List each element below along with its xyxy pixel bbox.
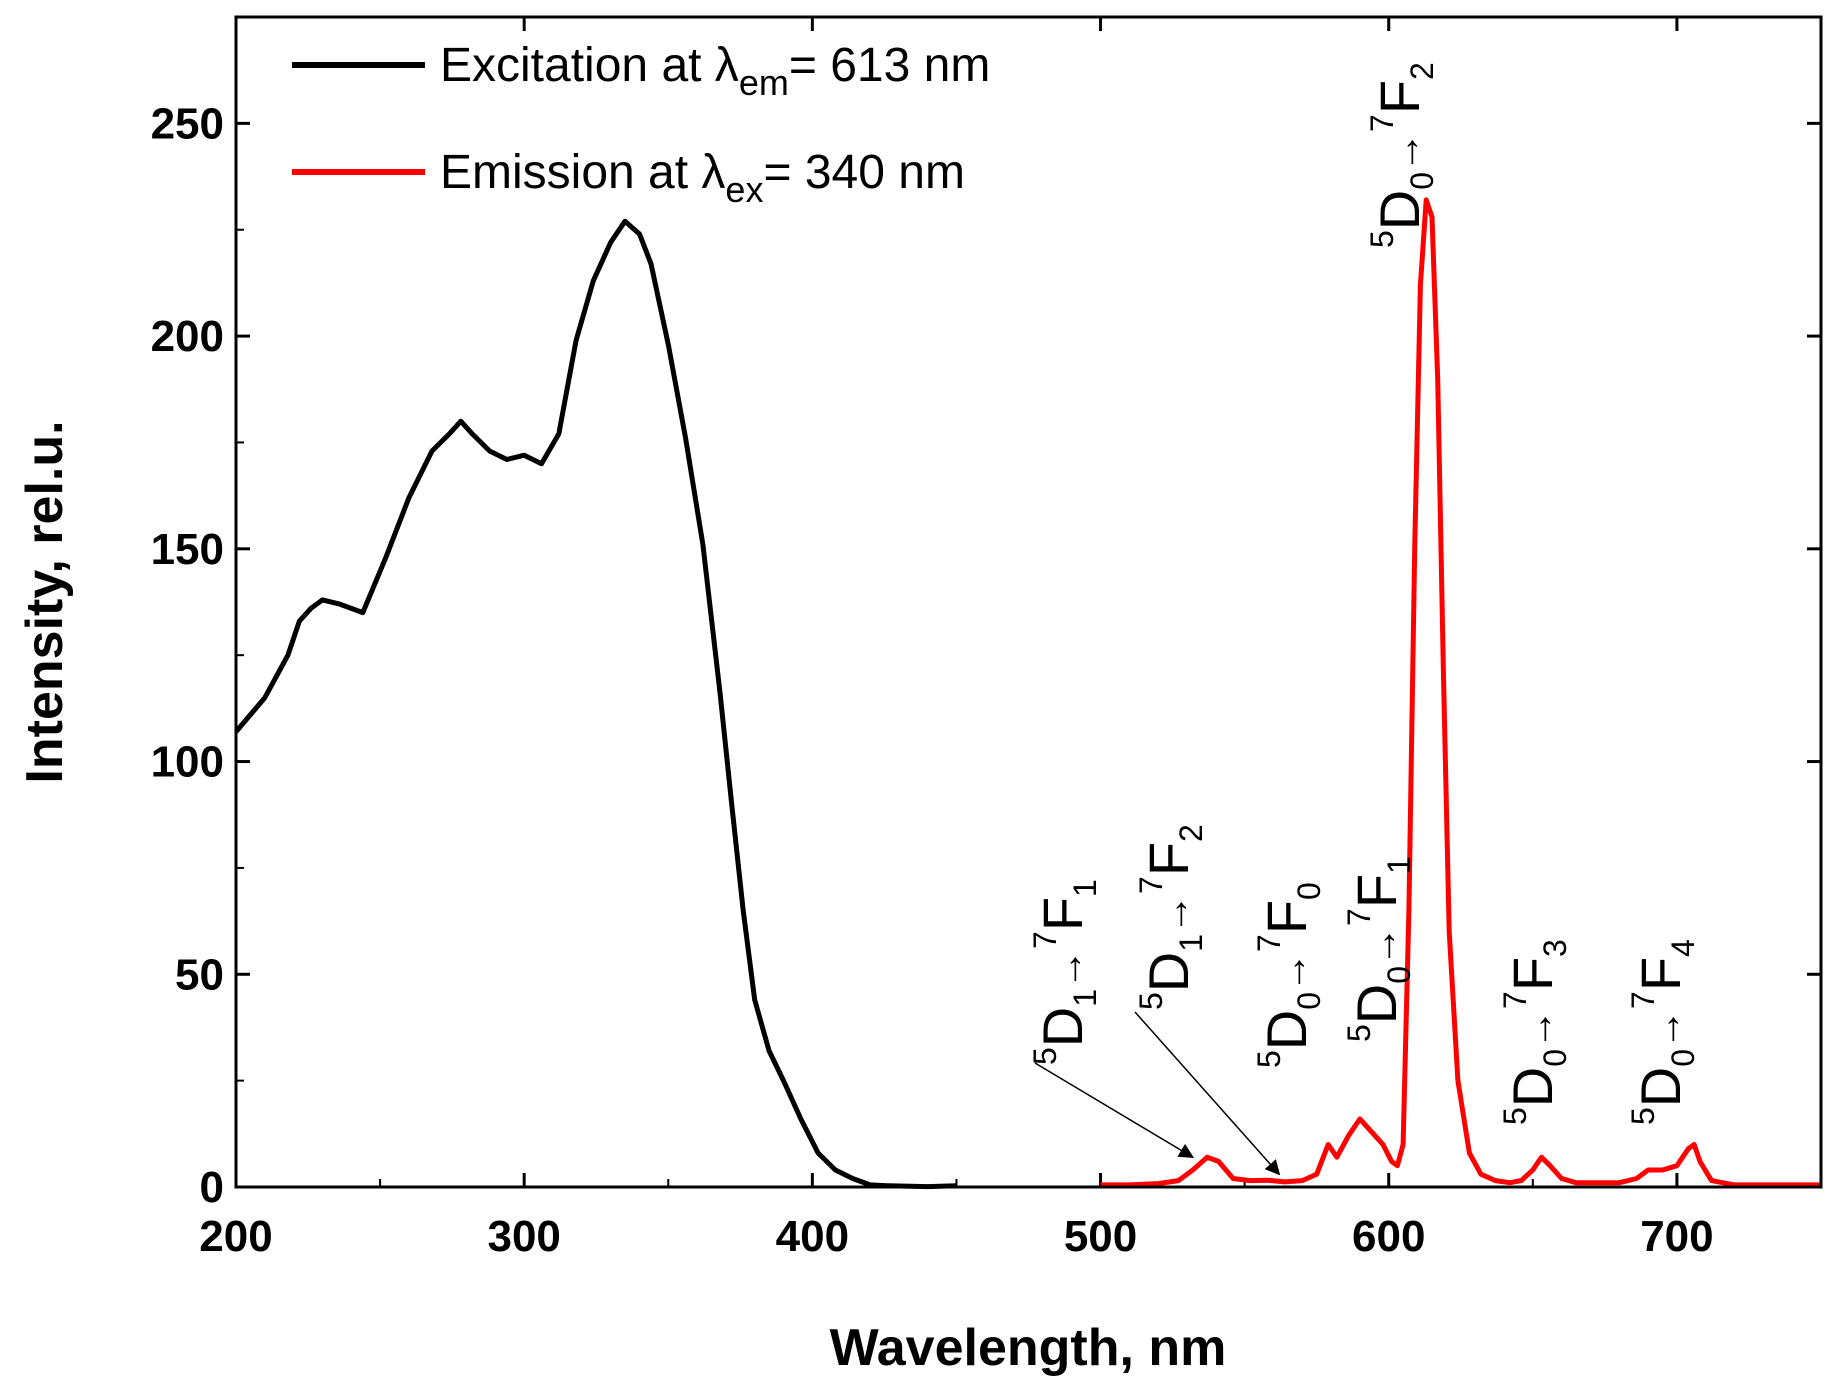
x-tick-label: 500 [1064, 1212, 1137, 1261]
transition-label: 5D0→7F2 [1364, 62, 1440, 248]
series-layer [234, 197, 1821, 1190]
y-tick-label: 0 [200, 1163, 224, 1212]
transition-label: 5D0→7F1 [1341, 856, 1417, 1042]
annotation-arrow [1034, 1062, 1195, 1158]
legend-entry: Emission at λex= 340 nm [440, 146, 965, 210]
transition-label: 5D0→7F0 [1251, 882, 1327, 1068]
plot-frame [234, 15, 1823, 1189]
x-tick-label: 700 [1640, 1212, 1713, 1261]
y-axis-title: Intensity, rel.u. [16, 420, 74, 783]
transition-label: 5D0→7F4 [1625, 939, 1701, 1125]
x-axis-title: Wavelength, nm [830, 1319, 1227, 1377]
legend-entry: Excitation at λem= 613 nm [440, 39, 990, 103]
y-tick-label: 200 [151, 312, 224, 361]
legend: Excitation at λem= 613 nm Emission at λex… [292, 39, 990, 210]
y-tick-label: 150 [151, 525, 224, 574]
transition-label: 5D0→7F3 [1497, 939, 1573, 1125]
axes-layer: 200 300 400 500 600 700 0 50 100 150 200 250 [151, 17, 1821, 1261]
y-tick-label: 50 [175, 950, 224, 999]
y-tick-label: 250 [151, 99, 224, 148]
x-tick-label: 600 [1352, 1212, 1425, 1261]
annotation-arrow [1134, 1011, 1281, 1176]
transition-label: 5D1→7F2 [1133, 824, 1209, 1010]
excitation-series-line [234, 218, 957, 1190]
emission-series-line [1100, 197, 1821, 1188]
x-tick-label: 400 [776, 1212, 849, 1261]
x-tick-label: 300 [487, 1212, 560, 1261]
y-tick-label: 100 [151, 738, 224, 787]
transition-label: 5D1→7F1 [1027, 879, 1103, 1065]
x-tick-label: 200 [199, 1212, 272, 1261]
